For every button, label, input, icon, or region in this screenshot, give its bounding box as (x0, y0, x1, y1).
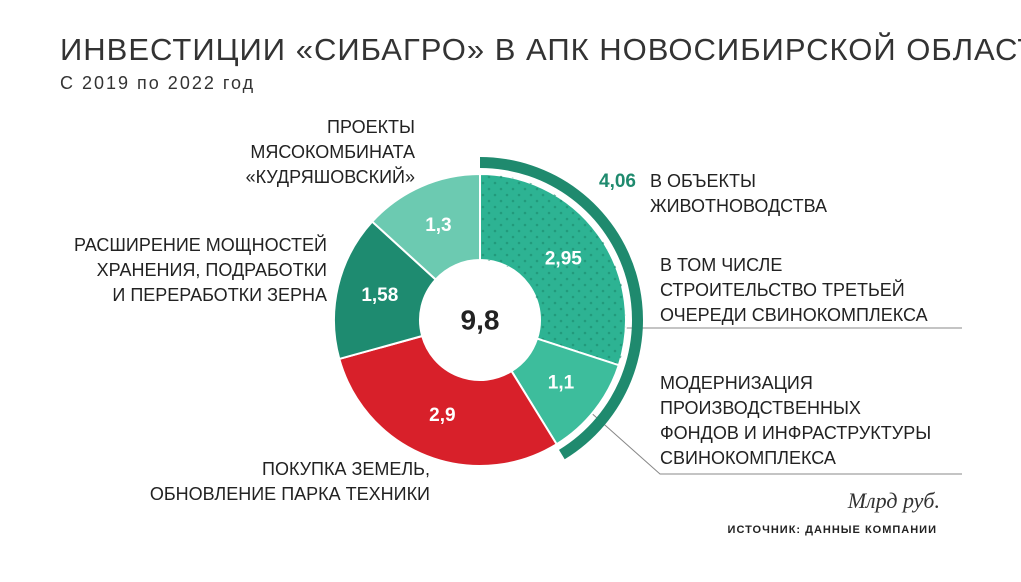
source: ИСТОЧНИК: ДАННЫЕ КОМПАНИИ (728, 524, 937, 536)
dot-texture (480, 174, 626, 366)
value-label: 1,1 (548, 373, 575, 394)
category-label: И ПЕРЕРАБОТКИ ЗЕРНА (112, 285, 327, 305)
category-label: «КУДРЯШОВСКИЙ» (246, 166, 415, 187)
chart-subtitle: С 2019 по 2022 год (60, 73, 255, 93)
category-label: СТРОИТЕЛЬСТВО ТРЕТЬЕЙ (660, 279, 905, 300)
value-label: 2,95 (545, 249, 582, 270)
chart-title: ИНВЕСТИЦИИ «СИБАГРО» В АПК НОВОСИБИРСКОЙ… (60, 31, 1021, 67)
total-label: 9,8 (461, 304, 500, 335)
category-label: СВИНОКОМПЛЕКСА (660, 448, 836, 468)
category-label: ОБНОВЛЕНИЕ ПАРКА ТЕХНИКИ (150, 484, 430, 504)
category-label: МОДЕРНИЗАЦИЯ (660, 373, 813, 393)
donut-segment (333, 220, 438, 361)
donut-segment (370, 172, 481, 281)
category-label: ПРОИЗВОДСТВЕННЫХ (660, 398, 861, 418)
group-value-label: 4,06 (599, 171, 636, 192)
value-label: 1,58 (361, 285, 398, 306)
unit: Млрд руб. (847, 488, 940, 513)
value-label: 1,3 (425, 215, 451, 236)
category-label: РАСШИРЕНИЕ МОЩНОСТЕЙ (74, 234, 327, 255)
group-label: ЖИВОТНОВОДСТВА (650, 196, 827, 216)
category-label: В ТОМ ЧИСЛЕ (660, 255, 782, 275)
category-label: ПОКУПКА ЗЕМЕЛЬ, (262, 459, 430, 479)
category-label: ХРАНЕНИЯ, ПОДРАБОТКИ (97, 260, 327, 280)
donut-segment (338, 334, 559, 467)
category-label: МЯСОКОМБИНАТА (250, 142, 415, 162)
value-label: 2,9 (429, 405, 455, 426)
group-label: В ОБЪЕКТЫ (650, 171, 756, 191)
category-label: ФОНДОВ И ИНФРАСТРУКТУРЫ (660, 423, 931, 443)
category-label: ПРОЕКТЫ (327, 117, 415, 137)
category-label: ОЧЕРЕДИ СВИНОКОМПЛЕКСА (660, 305, 928, 325)
